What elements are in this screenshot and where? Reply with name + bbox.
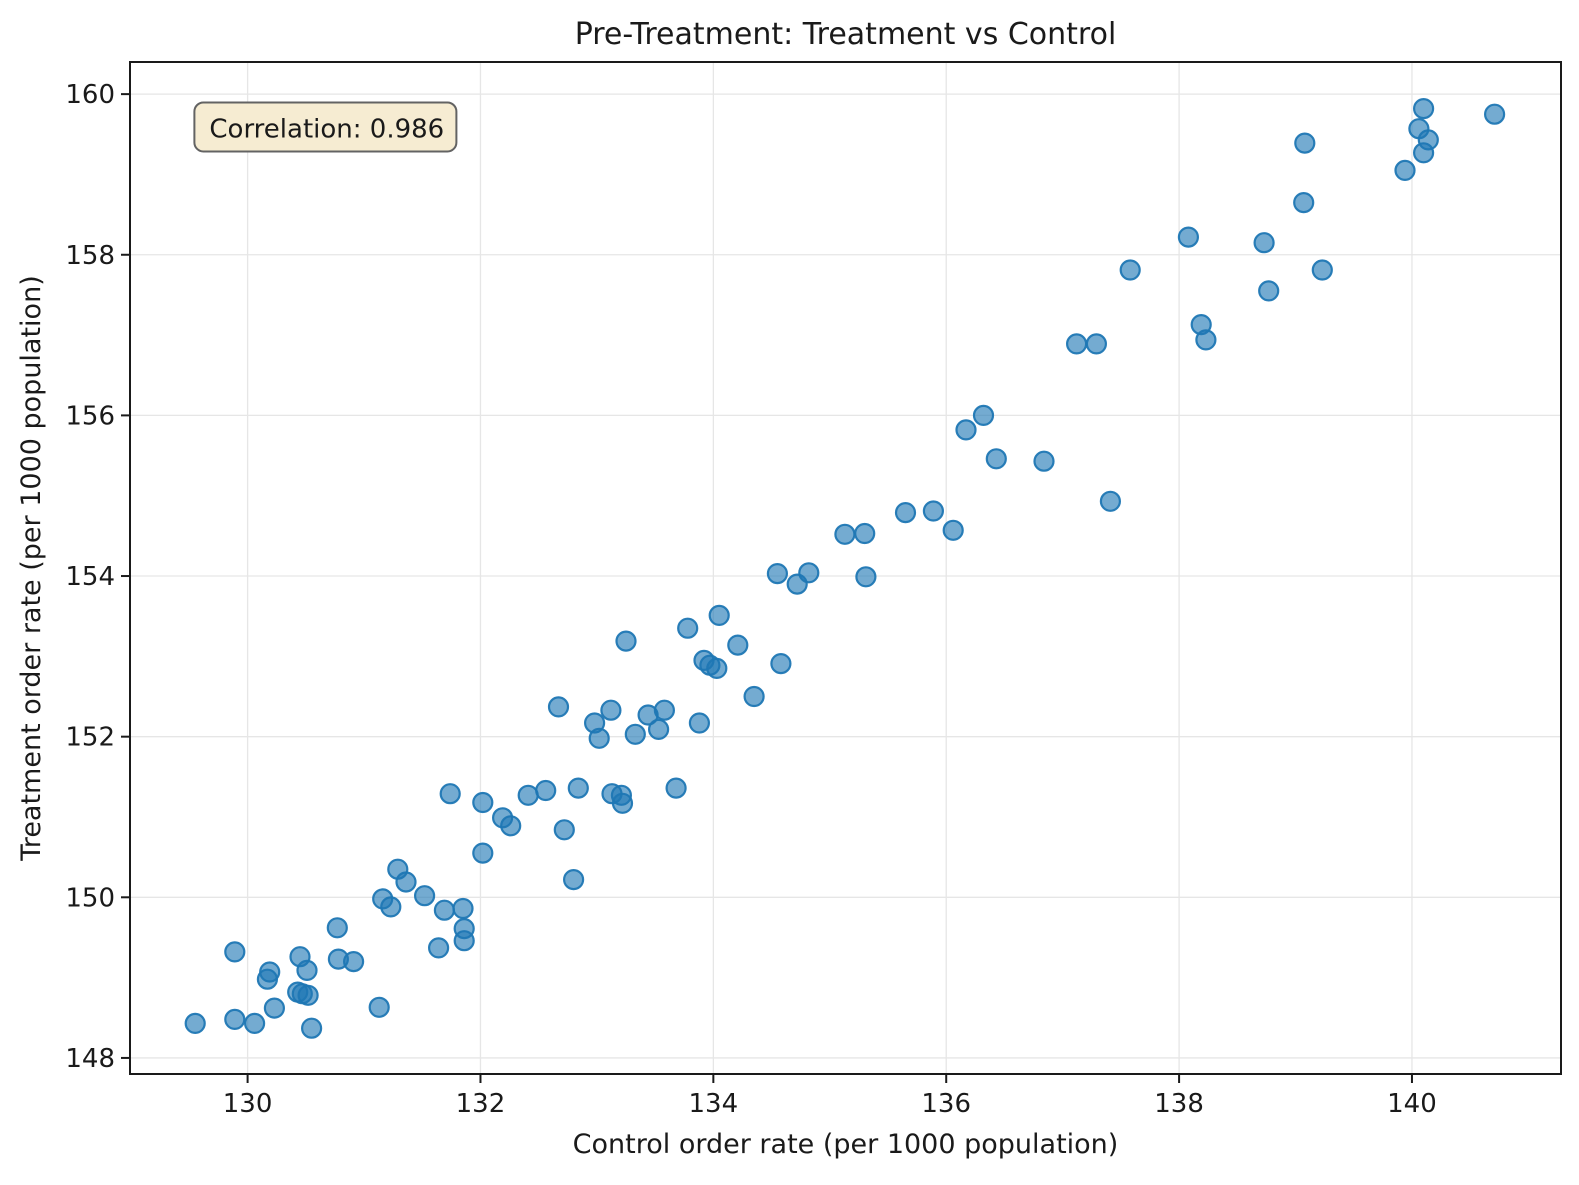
- data-point: [567, 777, 589, 799]
- y-tick-label: 148: [65, 1044, 115, 1074]
- plot-frame: [129, 61, 1562, 1075]
- data-point: [855, 566, 877, 588]
- x-tick-label: 134: [689, 1089, 739, 1119]
- text-layer: 130 132 134 136 138 140 148 150 152 154 156 158 160 P…: [16, 17, 1437, 1160]
- data-point: [688, 712, 711, 734]
- data-point: [677, 617, 699, 639]
- correlation-annotation-text: Correlation: 0.986: [209, 114, 444, 144]
- data-point: [439, 783, 461, 805]
- data-point: [296, 959, 318, 982]
- data-point: [547, 696, 570, 718]
- data-point: [562, 868, 585, 891]
- data-point: [224, 1008, 246, 1031]
- data-point: [1483, 103, 1506, 125]
- data-point: [624, 723, 646, 745]
- data-point: [500, 815, 522, 837]
- y-tick-label: 150: [65, 883, 115, 913]
- data-point: [834, 523, 856, 545]
- data-point: [1033, 450, 1055, 472]
- data-point: [184, 1012, 206, 1035]
- data-point: [894, 501, 917, 524]
- x-tick-label: 130: [223, 1089, 273, 1119]
- data-point: [942, 519, 964, 541]
- data-point: [301, 1017, 323, 1039]
- data-point: [665, 777, 687, 799]
- data-point: [452, 897, 474, 920]
- x-tick-label: 138: [1154, 1089, 1204, 1119]
- data-point: [472, 842, 494, 864]
- data-point: [1293, 192, 1315, 214]
- data-point: [766, 562, 789, 585]
- data-point: [1394, 159, 1416, 181]
- grid-layer: [130, 62, 1561, 1074]
- y-tick-label: 152: [65, 723, 115, 753]
- data-point: [395, 871, 417, 893]
- y-tick-label: 156: [65, 401, 115, 431]
- data-point: [955, 419, 977, 441]
- y-axis-label: Treatment order rate (per 1000 populatio…: [16, 275, 47, 861]
- data-point: [380, 896, 402, 918]
- data-point: [611, 792, 634, 814]
- data-point: [770, 652, 792, 675]
- data-point: [1085, 333, 1108, 355]
- data-point: [428, 937, 450, 959]
- data-point: [1099, 490, 1122, 512]
- data-point: [453, 930, 475, 952]
- data-point: [854, 522, 876, 545]
- data-point: [535, 779, 557, 802]
- data-point: [263, 997, 285, 1019]
- data-point: [1065, 333, 1088, 355]
- data-point: [224, 941, 246, 963]
- data-point: [922, 500, 945, 522]
- data-point: [1311, 259, 1333, 281]
- data-point: [727, 634, 749, 656]
- data-point: [1294, 132, 1316, 154]
- data-point: [517, 784, 539, 806]
- correlation-annotation-box: [193, 101, 458, 153]
- data-point: [588, 727, 610, 749]
- data-point: [1253, 232, 1275, 254]
- data-point: [985, 448, 1007, 470]
- data-point: [553, 819, 575, 841]
- y-tick-label: 154: [65, 562, 115, 592]
- data-point: [259, 961, 281, 983]
- data-points-layer: [184, 97, 1506, 1039]
- data-point: [653, 699, 676, 721]
- data-point: [1412, 97, 1435, 120]
- y-tick-label: 158: [65, 241, 115, 271]
- data-point: [414, 885, 436, 907]
- data-point: [368, 996, 390, 1018]
- data-point: [743, 685, 765, 708]
- x-axis-label: Control order rate (per 1000 population): [573, 1129, 1119, 1160]
- data-point: [1195, 329, 1217, 351]
- data-point: [972, 404, 995, 426]
- data-point: [706, 657, 728, 680]
- data-point: [472, 791, 494, 814]
- chart-title: Pre-Treatment: Treatment vs Control: [575, 17, 1117, 52]
- data-point: [343, 950, 365, 973]
- data-point: [798, 562, 820, 584]
- x-tick-label: 140: [1387, 1089, 1437, 1119]
- data-point: [326, 917, 348, 939]
- axes-layer: [121, 61, 1562, 1083]
- data-point: [433, 899, 455, 921]
- data-point: [647, 718, 670, 741]
- data-point: [1177, 226, 1200, 248]
- data-point: [600, 699, 622, 721]
- data-point: [297, 984, 319, 1006]
- x-tick-label: 136: [921, 1089, 971, 1119]
- x-tick-label: 132: [456, 1089, 506, 1119]
- y-tick-label: 160: [65, 80, 115, 110]
- data-point: [708, 604, 730, 627]
- data-point: [1119, 259, 1141, 281]
- data-point: [1417, 129, 1439, 151]
- data-point: [244, 1012, 266, 1035]
- data-point: [1258, 280, 1280, 302]
- data-point: [615, 630, 637, 652]
